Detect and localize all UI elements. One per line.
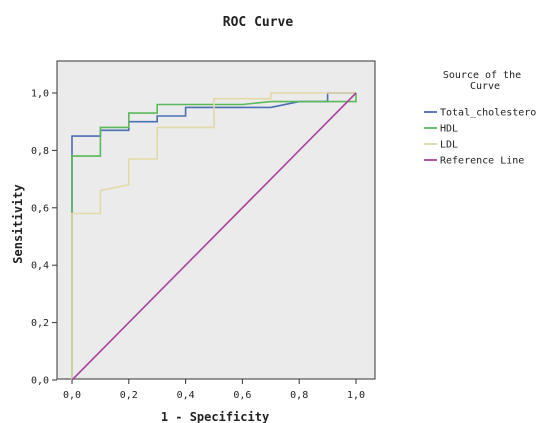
- x-tick-label: 0,4: [177, 390, 195, 401]
- y-axis-label: Sensitivity: [11, 184, 25, 263]
- y-tick-label: 0,0: [31, 376, 49, 387]
- x-tick-label: 1,0: [347, 390, 365, 401]
- series-line-ldl: [71, 92, 356, 380]
- x-tick-label: 0,2: [120, 390, 138, 401]
- y-tick-label: 0,2: [31, 318, 49, 329]
- x-tick-label: 0,8: [290, 390, 308, 401]
- legend-title: Source of the Curve: [443, 70, 527, 92]
- legend-item: Total_cholestero: [424, 108, 536, 119]
- chart-title: ROC Curve: [223, 15, 294, 30]
- legend-label: Total_cholestero: [440, 108, 536, 119]
- series-line-reference-line: [71, 92, 357, 381]
- x-axis-label: 1 - Specificity: [161, 410, 269, 423]
- series-line-hdl: [71, 93, 357, 380]
- legend-item: LDL: [424, 140, 458, 151]
- x-tick-label: 0,0: [63, 390, 81, 401]
- y-tick-label: 0,8: [31, 146, 49, 157]
- legend: Source of the Curve Total_cholestero HDL L…: [424, 70, 536, 167]
- legend-label: Reference Line: [440, 156, 524, 167]
- legend-item: Reference Line: [424, 156, 524, 167]
- legend-label: LDL: [440, 140, 458, 151]
- y-tick-label: 1,0: [31, 89, 49, 100]
- y-tick-label: 0,4: [31, 261, 49, 272]
- x-tick-label: 0,6: [233, 390, 251, 401]
- series-lines: [71, 92, 357, 381]
- legend-items: Total_cholestero HDL LDL Reference Line: [424, 108, 536, 167]
- legend-label: HDL: [440, 124, 458, 135]
- axes: 0,0 0,2 0,4 0,6 0,8 1,0 0,0 0,2 0,4 0,6 0,8 1,0: [31, 89, 365, 402]
- legend-item: HDL: [424, 124, 458, 135]
- y-tick-label: 0,6: [31, 203, 49, 214]
- plot-area: [56, 60, 376, 380]
